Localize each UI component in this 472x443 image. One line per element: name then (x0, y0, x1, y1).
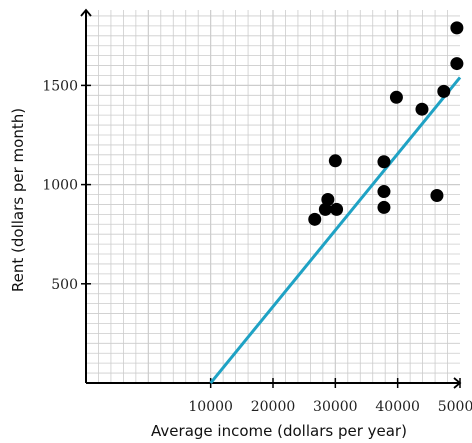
data-point (415, 102, 429, 116)
x-tick-label: 10000 (188, 399, 233, 415)
x-tick-labels: 10000 20000 30000 40000 50000 (188, 399, 472, 415)
data-point (321, 192, 335, 206)
data-point (377, 200, 391, 214)
data-points (308, 21, 464, 226)
trend-line-group (209, 76, 462, 384)
data-point (377, 185, 391, 199)
x-tick-label: 50000 (438, 399, 472, 415)
x-tick-label: 30000 (313, 399, 358, 415)
data-point (328, 154, 342, 168)
data-point (308, 212, 322, 226)
y-axis-arrow (80, 8, 92, 17)
x-tick-label: 20000 (251, 399, 296, 415)
grid (86, 10, 460, 383)
y-tick-label: 1000 (42, 178, 78, 194)
data-point (437, 84, 451, 98)
axes (80, 8, 462, 389)
x-tick-label: 40000 (375, 399, 420, 415)
data-point (318, 202, 332, 216)
y-tick-label: 1500 (42, 78, 78, 94)
y-tick-labels: 500 1000 1500 (42, 78, 78, 292)
data-point (330, 202, 344, 216)
y-axis-title: Rent (dollars per month) (9, 108, 27, 292)
trend-line (209, 76, 462, 384)
data-point (377, 155, 391, 169)
y-tick-label: 500 (51, 277, 78, 293)
data-point (450, 21, 464, 35)
data-point (389, 90, 403, 104)
data-point (450, 57, 464, 71)
data-point (430, 189, 444, 203)
x-axis-title: Average income (dollars per year) (151, 422, 407, 440)
